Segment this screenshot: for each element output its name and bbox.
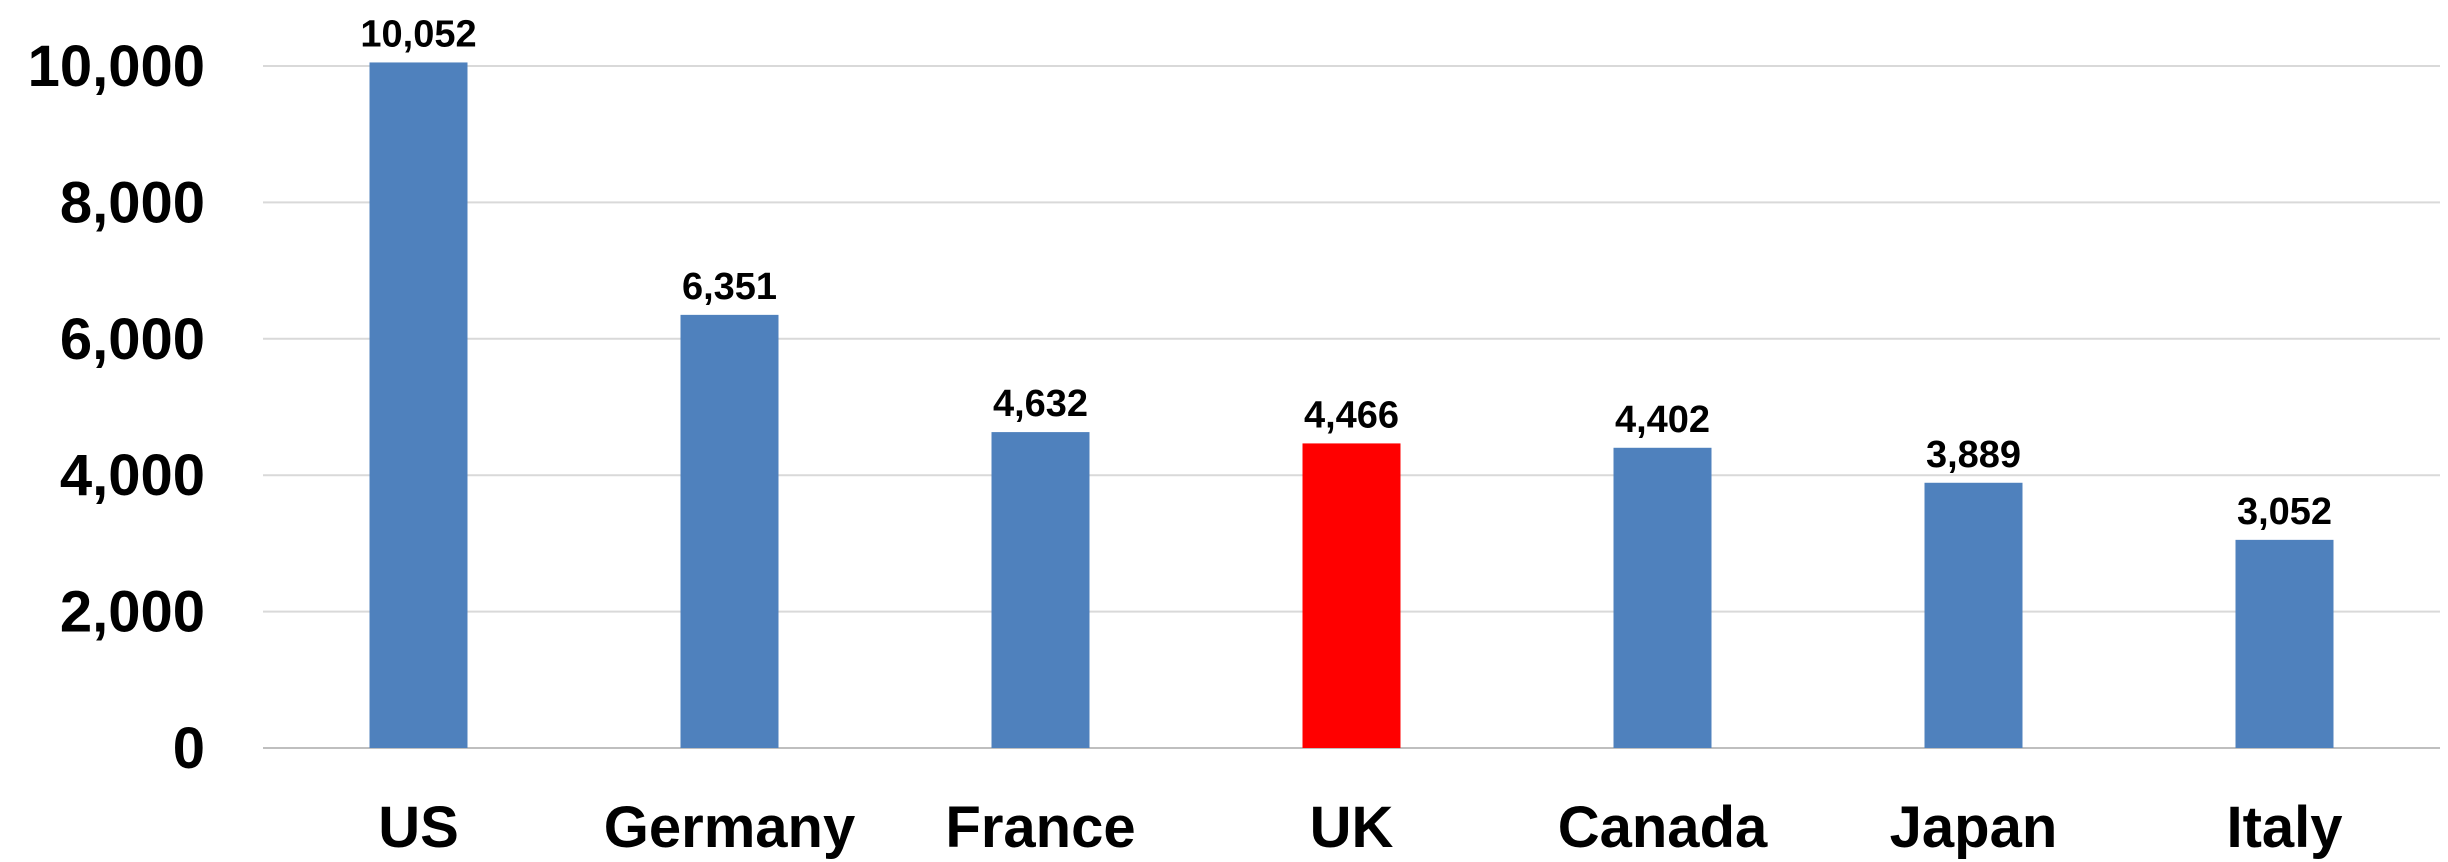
data-label: 4,402 <box>1615 399 1710 441</box>
data-label: 10,052 <box>360 13 476 55</box>
x-tick-label: Germany <box>604 795 855 860</box>
y-tick-label: 8,000 <box>60 170 205 235</box>
data-label: 3,052 <box>2237 491 2332 533</box>
x-tick-label: Japan <box>1890 795 2058 860</box>
bar-germany <box>680 314 779 748</box>
data-label: 3,889 <box>1926 434 2021 476</box>
y-tick-label: 10,000 <box>28 34 205 99</box>
x-tick-label: UK <box>1310 795 1394 860</box>
bar-us <box>369 62 468 748</box>
data-label: 6,351 <box>682 266 777 308</box>
bars <box>369 62 2334 748</box>
bar-france <box>991 432 1090 748</box>
bar-uk <box>1302 443 1401 748</box>
x-tick-label: Canada <box>1558 795 1768 860</box>
y-tick-label: 4,000 <box>60 443 205 508</box>
y-tick-label: 0 <box>173 716 205 781</box>
x-axis-category-labels: US Germany France UK Canada Japan Italy <box>378 795 2342 860</box>
bar-canada <box>1613 447 1712 748</box>
y-tick-label: 6,000 <box>60 307 205 372</box>
data-label: 4,466 <box>1304 394 1399 436</box>
x-tick-label: US <box>378 795 459 860</box>
data-label: 4,632 <box>993 383 1088 425</box>
bar-italy <box>2235 539 2334 748</box>
y-tick-label: 2,000 <box>60 580 205 645</box>
bar-japan <box>1924 482 2023 748</box>
y-axis-tick-labels: 0 2,000 4,000 6,000 8,000 10,000 <box>28 34 205 781</box>
x-tick-label: France <box>945 795 1135 860</box>
data-labels: 10,052 6,351 4,632 4,466 4,402 3,889 3,052 <box>360 13 2332 532</box>
x-tick-label: Italy <box>2226 795 2342 860</box>
